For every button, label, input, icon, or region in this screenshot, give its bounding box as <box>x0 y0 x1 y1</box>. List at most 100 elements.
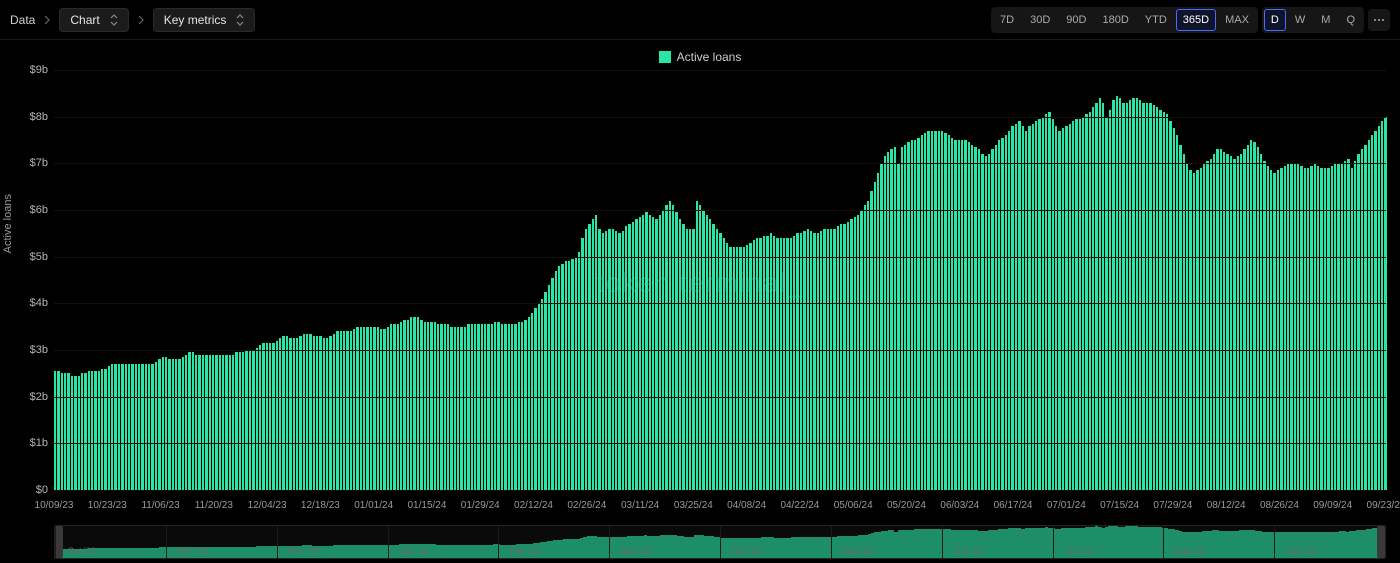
bar[interactable] <box>61 373 63 490</box>
bar[interactable] <box>766 236 768 490</box>
bar[interactable] <box>759 238 761 490</box>
bar[interactable] <box>326 338 328 490</box>
bar[interactable] <box>282 336 284 490</box>
bar[interactable] <box>1022 126 1024 490</box>
bar[interactable] <box>366 327 368 490</box>
bar[interactable] <box>904 145 906 490</box>
bar[interactable] <box>1371 135 1373 490</box>
bar[interactable] <box>544 292 546 490</box>
bar[interactable] <box>985 156 987 490</box>
bar[interactable] <box>958 140 960 490</box>
bar[interactable] <box>880 163 882 490</box>
bar[interactable] <box>635 219 637 490</box>
bar[interactable] <box>329 336 331 490</box>
bar[interactable] <box>125 364 127 490</box>
bar[interactable] <box>1331 166 1333 490</box>
bar[interactable] <box>746 245 748 490</box>
bar[interactable] <box>336 331 338 490</box>
bar[interactable] <box>319 336 321 490</box>
bar[interactable] <box>1139 100 1141 490</box>
bar[interactable] <box>716 229 718 490</box>
bar[interactable] <box>796 233 798 490</box>
bar[interactable] <box>575 257 577 490</box>
bar[interactable] <box>377 327 379 490</box>
bar[interactable] <box>974 147 976 490</box>
bar[interactable] <box>1058 131 1060 490</box>
bar[interactable] <box>712 224 714 490</box>
bar[interactable] <box>1364 145 1366 490</box>
bar[interactable] <box>1038 119 1040 490</box>
bar[interactable] <box>272 343 274 490</box>
bar[interactable] <box>1304 168 1306 490</box>
bar[interactable] <box>682 224 684 490</box>
bar[interactable] <box>81 373 83 490</box>
bar[interactable] <box>424 322 426 490</box>
bar[interactable] <box>770 233 772 490</box>
bar[interactable] <box>387 327 389 490</box>
bar[interactable] <box>1324 168 1326 490</box>
bar[interactable] <box>494 322 496 490</box>
bar[interactable] <box>783 238 785 490</box>
bar[interactable] <box>686 229 688 490</box>
bar[interactable] <box>837 226 839 490</box>
bar[interactable] <box>1243 149 1245 490</box>
bar[interactable] <box>639 217 641 490</box>
bar[interactable] <box>1129 100 1131 490</box>
bar[interactable] <box>1048 112 1050 490</box>
bar[interactable] <box>1381 121 1383 490</box>
bar[interactable] <box>108 366 110 490</box>
bar[interactable] <box>736 247 738 490</box>
bar[interactable] <box>1149 103 1151 490</box>
bar[interactable] <box>88 371 90 490</box>
bar[interactable] <box>830 229 832 490</box>
bar[interactable] <box>1357 154 1359 490</box>
bar[interactable] <box>951 138 953 490</box>
bar[interactable] <box>1223 152 1225 490</box>
bar[interactable] <box>726 243 728 490</box>
bar[interactable] <box>323 338 325 490</box>
bar[interactable] <box>293 338 295 490</box>
bar[interactable] <box>786 238 788 490</box>
bar[interactable] <box>1196 170 1198 490</box>
bar[interactable] <box>407 320 409 490</box>
bar[interactable] <box>528 317 530 490</box>
bar[interactable] <box>74 376 76 490</box>
bar[interactable] <box>521 322 523 490</box>
bar[interactable] <box>417 317 419 490</box>
bar[interactable] <box>800 233 802 490</box>
bar[interactable] <box>1250 140 1252 490</box>
bar[interactable] <box>279 338 281 490</box>
bar[interactable] <box>158 359 160 490</box>
bar[interactable] <box>245 350 247 490</box>
bar[interactable] <box>1116 96 1118 490</box>
bar[interactable] <box>773 236 775 490</box>
bar[interactable] <box>162 357 164 490</box>
bar[interactable] <box>632 222 634 490</box>
bar[interactable] <box>733 247 735 490</box>
bar[interactable] <box>1119 98 1121 490</box>
bar[interactable] <box>1253 142 1255 490</box>
bar[interactable] <box>71 376 73 490</box>
bar[interactable] <box>927 131 929 490</box>
bar-plot[interactable] <box>54 70 1386 490</box>
bar[interactable] <box>427 322 429 490</box>
bar[interactable] <box>598 229 600 490</box>
bar[interactable] <box>561 264 563 490</box>
bar[interactable] <box>820 231 822 490</box>
bar[interactable] <box>222 355 224 490</box>
bar[interactable] <box>743 247 745 490</box>
range-7d[interactable]: 7D <box>993 9 1021 31</box>
bar[interactable] <box>1035 121 1037 490</box>
bar[interactable] <box>165 357 167 490</box>
bar[interactable] <box>1237 156 1239 490</box>
bar[interactable] <box>198 355 200 490</box>
bar[interactable] <box>460 327 462 490</box>
bar[interactable] <box>911 140 913 490</box>
bar[interactable] <box>1240 154 1242 490</box>
bar[interactable] <box>675 212 677 490</box>
bar[interactable] <box>91 371 93 490</box>
bar[interactable] <box>1079 119 1081 490</box>
bar[interactable] <box>645 212 647 490</box>
bar[interactable] <box>827 229 829 490</box>
bar[interactable] <box>615 231 617 490</box>
